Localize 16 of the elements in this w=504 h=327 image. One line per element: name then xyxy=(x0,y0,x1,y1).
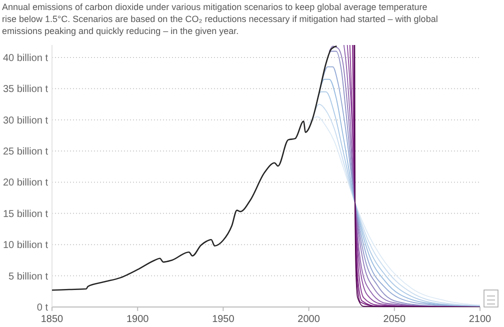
x-tick-label: 2100 xyxy=(468,314,492,325)
y-tick-label: 20 billion t xyxy=(2,178,48,189)
chart-title: Annual emissions of carbon dioxide under various mitigation scenarios to keep global average temperature rise below 1.5°C. Scenarios are based on the CO₂ reductions necessary if mitigation had started – with global emissions peaking and quickly reducing – in the given year. xyxy=(2,2,438,36)
y-tick-label: 0 t xyxy=(36,302,48,314)
y-tick-label: 30 billion t xyxy=(2,115,48,126)
x-tick-label: 1950 xyxy=(212,314,235,325)
y-tick-label: 5 billion t xyxy=(8,271,48,282)
y-tick-label: 25 billion t xyxy=(2,146,48,158)
x-tick-label: 1850 xyxy=(40,314,64,325)
y-tick-label: 40 billion t xyxy=(2,52,48,64)
x-tick-label: 2050 xyxy=(383,314,406,325)
y-tick-label: 15 billion t xyxy=(2,208,48,220)
x-tick-label: 2000 xyxy=(298,314,320,325)
x-tick-label: 1900 xyxy=(126,314,150,325)
y-tick-label: 10 billion t xyxy=(2,240,48,252)
y-tick-label: 35 billion t xyxy=(2,84,48,96)
